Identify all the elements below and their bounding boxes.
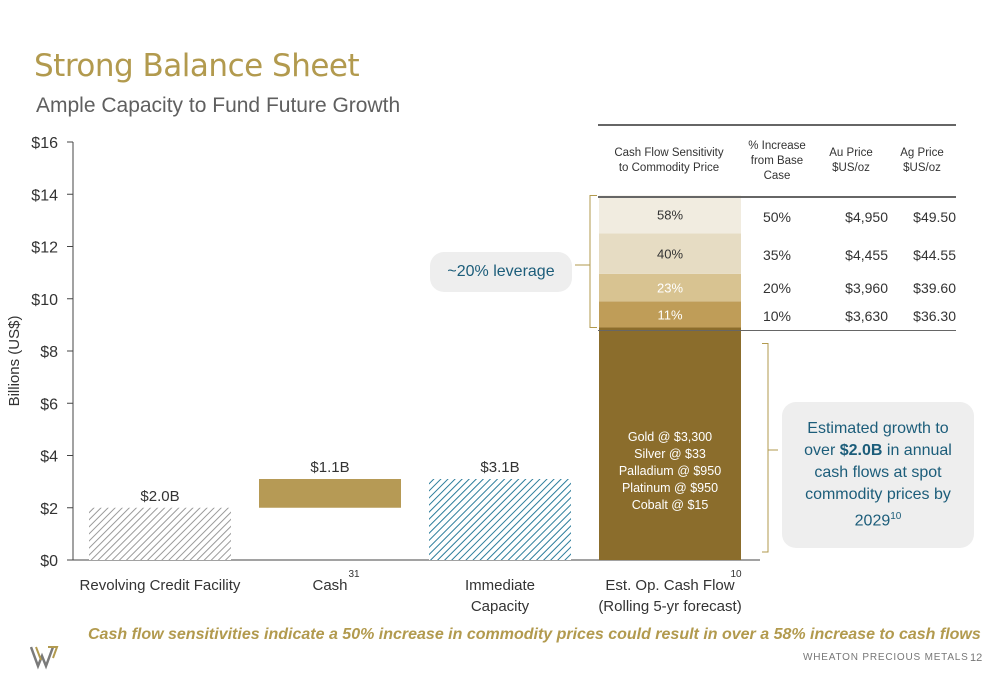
sensitivity-footnote: Cash flow sensitivities indicate a 50% i…: [88, 626, 981, 643]
table-cell: $49.50: [913, 208, 956, 225]
y-tick-label: $0: [40, 553, 58, 570]
x-label-footnote-ref: 10: [730, 569, 742, 580]
table-cell: 50%: [762, 208, 792, 225]
table-row: 35% $4,455 $44.55: [598, 235, 956, 275]
price-assumption-label: Palladium @ $950: [619, 464, 721, 478]
y-axis-title: Billions (US$): [6, 316, 23, 407]
x-category-label: Est. Op. Cash Flow: [605, 577, 734, 594]
y-tick-label: $12: [31, 240, 58, 257]
sensitivity-segment: [599, 301, 741, 328]
table-cell: 10%: [762, 307, 792, 324]
growth-callout-text: Estimated growth to over $2.0B in annual…: [798, 418, 958, 532]
y-tick-label: $2: [40, 501, 58, 518]
table-cell: $3,960: [845, 280, 888, 296]
sensitivity-segment: [599, 233, 741, 274]
y-tick-label: $16: [31, 135, 58, 152]
y-tick-label: $4: [40, 449, 58, 466]
sensitivity-segment-label: 40%: [657, 247, 683, 262]
growth-text-post: in annual cash flows at spot commodity p…: [805, 441, 952, 530]
page-subtitle: Ample Capacity to Fund Future Growth: [36, 94, 401, 117]
page-title: Strong Balance Sheet: [34, 48, 360, 84]
x-category-label: Capacity: [471, 598, 530, 615]
table-header-cell: Au Price $US/oz: [829, 147, 873, 174]
y-tick-label: $10: [31, 292, 58, 309]
company-name: WHEATON PRECIOUS METALS: [803, 652, 969, 663]
table-cell: $4,455: [845, 247, 888, 263]
sensitivity-segment: [599, 195, 741, 234]
price-assumption-label: Platinum @ $950: [622, 481, 718, 495]
table-header-row: Cash Flow Sensitivity to Commodity Price…: [598, 125, 956, 197]
table-cell: [598, 197, 740, 235]
bar-3: [429, 479, 571, 560]
price-assumption-label: Gold @ $3,300: [628, 430, 712, 444]
growth-callout: Estimated growth to over $2.0B in annual…: [782, 402, 974, 548]
table-header-cell: % Increase from Base Case: [748, 139, 806, 182]
table-cell: $36.30: [913, 307, 956, 324]
x-category-label: Revolving Credit Facility: [80, 577, 241, 594]
x-category-label: Immediate: [465, 577, 535, 594]
sensitivity-segment-label: 23%: [657, 281, 683, 296]
x-category-label: (Rolling 5-yr forecast): [598, 598, 741, 615]
sensitivity-table: Cash Flow Sensitivity to Commodity Price…: [598, 124, 956, 331]
table-row: 50% $4,950 $49.50: [598, 197, 956, 235]
y-tick-label: $6: [40, 396, 58, 413]
company-logo-icon: [30, 646, 59, 670]
table-row: 10% $3,630 $36.30: [598, 301, 956, 331]
leverage-callout: ~20% leverage: [430, 252, 572, 292]
growth-bracket: [762, 342, 769, 553]
growth-text-footnote-ref: 10: [890, 510, 902, 522]
growth-text-pre: Estimated growth to over: [804, 419, 949, 459]
table-cell: 35%: [762, 247, 792, 263]
table-cell: 20%: [762, 280, 792, 296]
bar-2: [259, 479, 401, 508]
sensitivity-segment-label: 11%: [657, 307, 682, 322]
growth-text-amount: $2.0B: [839, 441, 883, 459]
x-label-footnote-ref: 31: [348, 569, 360, 580]
price-assumption-label: Cobalt @ $15: [632, 498, 709, 512]
sensitivity-segment: [599, 273, 741, 302]
table-cell: $44.55: [913, 247, 956, 263]
bar-4: [599, 327, 741, 560]
table-cell: $39.60: [913, 280, 956, 296]
y-tick-label: $8: [40, 344, 58, 361]
table-header-cell: Cash Flow Sensitivity to Commodity Price: [614, 147, 724, 174]
table-cell: $3,630: [845, 307, 888, 324]
bar-1: [89, 507, 231, 560]
table-row: 20% $3,960 $39.60: [598, 275, 956, 301]
table-header-cell: Ag Price $US/oz: [900, 147, 944, 174]
table-cell: [598, 301, 740, 331]
price-assumption-label: Silver @ $33: [634, 447, 706, 461]
sensitivity-segment-label: 58%: [657, 207, 683, 222]
y-tick-label: $14: [31, 187, 58, 204]
bar-value-label: $3.1B: [480, 459, 519, 476]
bar-value-label: $1.1B: [310, 459, 349, 476]
leverage-bracket: [589, 195, 597, 328]
table-cell: [598, 275, 740, 301]
bar-value-label: $2.0B: [140, 488, 179, 505]
table-cell: $4,950: [845, 208, 888, 225]
x-category-label: Cash: [312, 577, 347, 594]
table-cell: [598, 235, 740, 275]
page-number: 12: [970, 652, 983, 664]
